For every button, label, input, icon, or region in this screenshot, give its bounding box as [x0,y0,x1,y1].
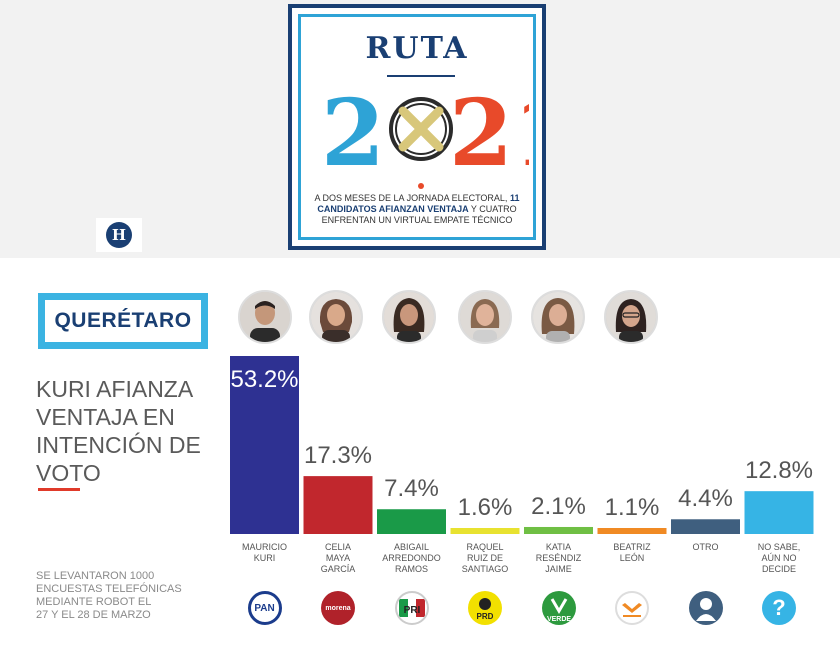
bar-7 [671,519,740,534]
candidate-label: MAURICIO KURI [242,542,287,563]
candidate-label: RAQUEL RUIZ DE SANTIAGO [461,542,509,574]
bar-value-label: 1.6% [457,494,513,521]
candidate-photo-kuri [238,290,292,344]
year-digit-2: 2 [321,79,385,179]
pan-logo: PAN [247,591,282,625]
bar-value-label: 17.3% [303,442,373,470]
methodology-note: SE LEVANTARON 1000 ENCUESTAS TELEFÓNICAS… [36,570,226,622]
candidate-label: KATIA RESÉNDIZ JAIME [535,542,582,574]
pri-logo: PRI [394,591,429,625]
bar-value-label: 4.4% [678,485,733,513]
headline-line: VENTAJA EN [36,404,175,430]
morena-logo: morena [321,591,355,625]
candidate-label: ABIGAIL ARREDONDO RAMOS [382,542,441,574]
bar-value-label: 53.2% [230,366,299,393]
footnote-line: SE LEVANTARON 1000 [36,570,155,582]
bar-value-label: 1.1% [604,494,660,521]
bar-1 [230,356,299,534]
bar-4 [450,528,520,534]
candidate-photo-abigail [382,290,436,344]
bar-3 [377,509,446,534]
question-icon: ? [762,591,796,625]
svg-text:PRD: PRD [477,612,494,621]
year-2021-logo: 2 21 [321,79,529,179]
footnote-line: ENCUESTAS TELEFÓNICAS [36,583,182,595]
svg-text:VERDE: VERDE [546,616,570,623]
bar-6 [597,528,667,534]
verde-logo: VERDE [541,591,576,625]
bar-2 [303,476,373,534]
candidate-label: OTRO [692,542,719,552]
candidate-photo-celia [309,290,363,344]
ballot-x-icon [389,97,453,161]
person-icon [688,591,723,625]
state-name: QUERÉTARO [54,309,192,332]
headline-line: KURI AFIANZA [36,376,194,402]
svg-text:PRI: PRI [403,605,420,616]
bar-value-label: 7.4% [384,475,439,503]
candidate-photo-katia [531,290,585,344]
bar-5 [524,526,593,534]
candidate-photo-raquel [458,290,512,344]
footnote-line: 27 Y EL 28 DE MARZO [36,609,151,621]
headline-line: INTENCIÓN DE VOTO [36,432,201,486]
prd-logo: PRD [468,591,502,625]
year-digits-21: 21 [449,79,529,179]
ruta-title: RUTA [365,31,469,66]
candidate-label: CELIA MAYA GARCÍA [320,542,356,574]
mc-logo [615,591,649,625]
bar-value-label: 12.8% [744,457,814,485]
candidate-photo-beatriz [604,290,658,344]
ruta-2021-badge: RUTA 2 21 A DOS MESES DE LA JORNADA ELEC… [288,4,546,250]
bar-value-label: 2.1% [531,492,586,520]
accent-dash [38,488,80,491]
headline: KURI AFIANZA VENTAJA EN INTENCIÓN DE VOT… [36,375,236,487]
bar-8 [744,491,814,534]
badge-inner-frame: RUTA 2 21 A DOS MESES DE LA JORNADA ELEC… [298,14,536,240]
state-label-box: QUERÉTARO [38,293,208,349]
heraldo-logo: H [106,222,132,248]
badge-subtitle: A DOS MESES DE LA JORNADA ELECTORAL, 11 … [314,193,520,225]
candidate-label: NO SABE, AÚN NO DECIDE [757,542,801,574]
candidate-label: BEATRIZ LEÓN [613,542,651,563]
title-underline [387,75,455,77]
orange-dot [418,183,424,189]
footnote-line: MEDIANTE ROBOT EL [36,596,152,608]
